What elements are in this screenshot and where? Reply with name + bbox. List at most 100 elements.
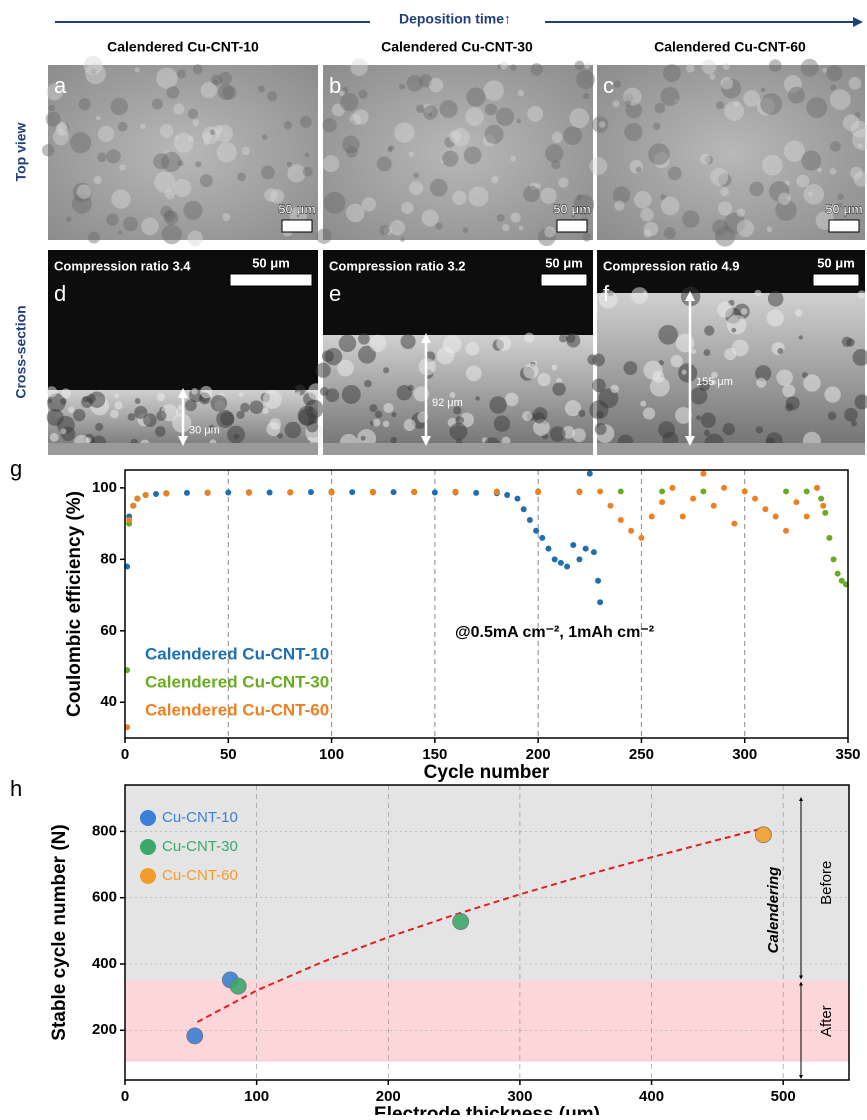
texture: [552, 382, 565, 395]
column-title: Calendered Cu-CNT-30: [381, 39, 533, 55]
texture: [799, 335, 803, 339]
texture: [300, 116, 312, 128]
point: [638, 535, 644, 541]
point: [143, 492, 149, 498]
point: [659, 488, 665, 494]
texture: [155, 426, 166, 437]
texture: [704, 430, 710, 436]
texture: [643, 291, 647, 295]
x-tick-label: 100: [319, 746, 344, 763]
caption: Compression ratio 3.4: [54, 258, 191, 273]
row-title: Top view: [13, 122, 29, 181]
x-tick-label: 0: [121, 1088, 129, 1105]
texture: [686, 64, 695, 73]
texture: [788, 87, 805, 104]
texture: [200, 386, 212, 398]
texture: [643, 407, 655, 419]
point: [597, 599, 603, 605]
texture: [614, 81, 621, 88]
texture: [827, 65, 843, 81]
texture: [220, 412, 234, 426]
texture: [716, 101, 724, 109]
x-tick-label: 200: [526, 746, 551, 763]
texture: [227, 426, 245, 444]
texture: [830, 85, 836, 91]
texture: [496, 108, 514, 126]
texture: [858, 144, 862, 148]
texture: [50, 433, 59, 442]
texture: [316, 363, 331, 378]
texture: [84, 56, 103, 75]
texture: [191, 388, 197, 394]
texture: [599, 121, 606, 128]
point: [391, 489, 397, 495]
plot-frame: [125, 470, 848, 738]
caption: Compression ratio 4.9: [603, 258, 740, 273]
texture: [592, 378, 606, 392]
texture: [177, 70, 186, 79]
texture: [466, 87, 485, 106]
texture: [118, 230, 122, 234]
scale-bar-label: 50 μm: [817, 255, 855, 270]
texture: [242, 147, 250, 155]
texture: [143, 413, 157, 427]
point: [246, 490, 252, 496]
point: [669, 485, 675, 491]
point: [700, 488, 706, 494]
texture: [66, 216, 71, 221]
texture: [523, 363, 538, 378]
texture: [566, 334, 580, 348]
texture: [709, 74, 715, 80]
texture: [123, 216, 138, 231]
point: [130, 503, 136, 509]
texture: [678, 363, 697, 382]
texture: [489, 396, 506, 413]
point: [659, 499, 665, 505]
texture: [346, 204, 365, 223]
texture: [803, 374, 820, 391]
texture: [287, 164, 305, 182]
texture: [523, 186, 539, 202]
texture: [353, 109, 369, 125]
texture: [316, 229, 331, 244]
legend-marker: [140, 868, 156, 884]
annotation: @0.5mA cm⁻², 1mAh cm⁻²: [455, 624, 654, 641]
texture: [824, 386, 840, 402]
texture: [135, 398, 141, 404]
texture: [110, 409, 119, 418]
scale-bar-label: 50 μm: [553, 201, 591, 216]
texture: [544, 226, 555, 237]
texture: [407, 75, 423, 91]
x-tick-label: 0: [121, 746, 129, 763]
y-tick-label: 100: [92, 479, 117, 496]
texture: [200, 174, 213, 187]
texture: [195, 161, 201, 167]
point: [752, 496, 758, 502]
point: [187, 1028, 203, 1044]
texture: [663, 64, 681, 82]
texture: [502, 224, 509, 231]
texture: [760, 93, 782, 115]
y-tick-label: 200: [92, 1021, 117, 1038]
texture: [704, 349, 711, 356]
point: [134, 496, 140, 502]
point: [628, 528, 634, 534]
point: [570, 542, 576, 548]
texture: [390, 220, 405, 235]
legend-label: Cu-CNT-10: [162, 809, 238, 826]
texture: [269, 418, 281, 430]
texture: [741, 308, 748, 315]
texture: [723, 423, 735, 435]
annotation: Calendering: [765, 867, 782, 954]
texture: [236, 411, 244, 419]
point: [773, 513, 779, 519]
texture: [682, 370, 687, 375]
region-label: Before: [818, 861, 835, 905]
texture: [475, 396, 479, 400]
point: [831, 556, 837, 562]
texture: [676, 334, 695, 353]
texture: [98, 126, 114, 142]
texture: [68, 407, 74, 413]
point: [225, 490, 231, 496]
texture: [369, 404, 377, 412]
